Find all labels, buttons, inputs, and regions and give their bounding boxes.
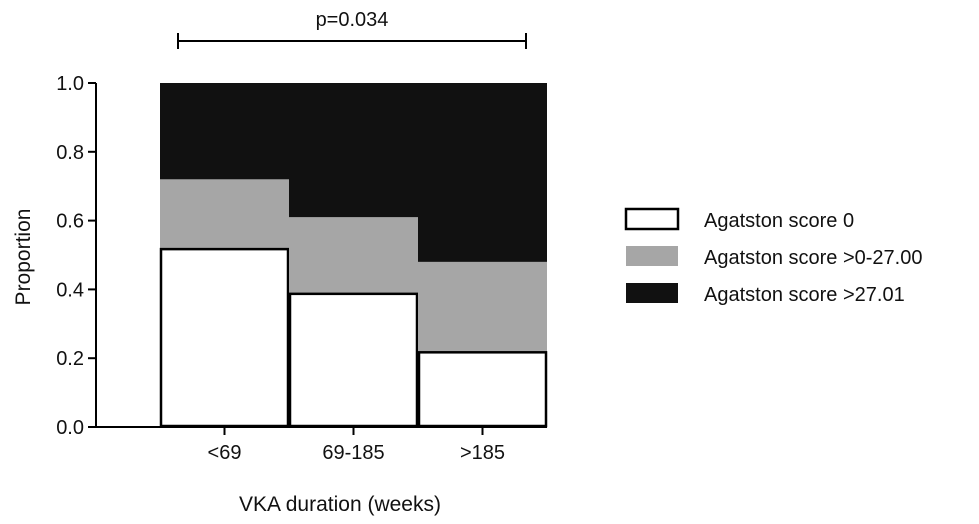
y-tick-label: 1.0	[56, 73, 84, 95]
annotation-text: p=0.034	[316, 9, 389, 31]
x-tick-label: <69	[208, 442, 242, 464]
legend-label: Agatston score 0	[704, 210, 854, 232]
legend-swatch	[624, 207, 680, 231]
y-tick-label: 0.8	[56, 142, 84, 164]
legend-swatch	[626, 283, 678, 303]
bar-3-2	[289, 83, 418, 218]
y-axis: 0.0 0.2 0.4 0.6 0.8 1.0	[56, 73, 97, 439]
x-axis: <69 69-185 >185	[96, 426, 547, 464]
x-axis-title: VKA duration (weeks)	[239, 493, 441, 516]
bar-1-2	[289, 292, 418, 427]
x-tick-label: >185	[460, 442, 505, 464]
bar-3-1	[160, 83, 289, 180]
y-axis-title: Proportion	[12, 209, 35, 306]
legend: Agatston score 0 Agatston score >0-27.00 A…	[624, 207, 922, 306]
bar-1-3	[418, 351, 547, 427]
y-tick-label: 0.2	[56, 348, 84, 370]
legend-swatch	[626, 246, 678, 266]
bars-group	[159, 83, 548, 428]
bar-1-1	[160, 248, 289, 427]
significance-annotation: p=0.034	[177, 9, 527, 49]
legend-label: Agatston score >0-27.00	[704, 247, 922, 269]
bar-2-1	[160, 179, 289, 249]
bar-2-3	[418, 261, 547, 352]
bar-2-2	[289, 217, 418, 293]
x-tick-label: 69-185	[322, 442, 384, 464]
y-tick-label: 0.0	[56, 417, 84, 439]
legend-label: Agatston score >27.01	[704, 284, 905, 306]
y-tick-label: 0.6	[56, 211, 84, 233]
bar-3-3	[418, 83, 547, 262]
y-tick-label: 0.4	[56, 279, 84, 301]
